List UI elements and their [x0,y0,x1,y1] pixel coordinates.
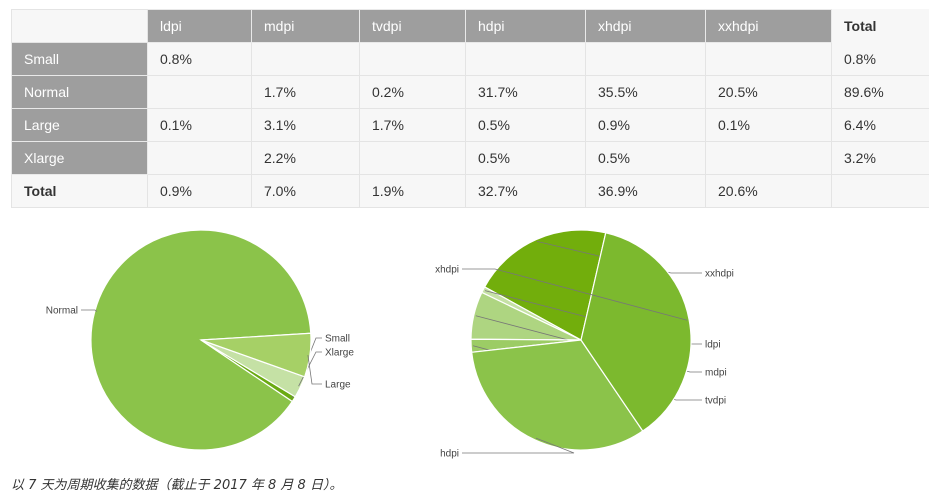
slice-label-xlarge: Xlarge [325,348,354,359]
slice-label-tvdpi: tvdpi [705,396,726,407]
table-cell: 35.5% [586,76,706,109]
slice-label-large: Large [325,380,351,391]
table-cell: 0.1% [148,109,252,142]
row-header: Normal [12,76,148,109]
table-cell [360,43,466,76]
table-cell: 36.9% [586,175,706,208]
table-cell: 0.5% [466,109,586,142]
table-cell: 1.9% [360,175,466,208]
row-header: Total [12,175,148,208]
density-pie-chart: xxhdpi ldpi mdpi tvdpi hdpi xhdpi [435,230,734,459]
table-cell: 0.1% [706,109,832,142]
table-cell: 7.0% [252,175,360,208]
row-header: Xlarge [12,142,148,175]
table-cell [586,43,706,76]
table-cell: 89.6% [832,76,929,109]
table-cell: 32.7% [466,175,586,208]
column-header-xhdpi: xhdpi [586,10,706,43]
slice-label-ldpi: ldpi [705,340,721,351]
table-cell: 3.1% [252,109,360,142]
table-cell [148,76,252,109]
column-header-ldpi: ldpi [148,10,252,43]
screen-size-pie-chart: Normal Small Xlarge Large [46,230,355,450]
table-corner-cell [12,10,148,43]
table-cell: 1.7% [360,109,466,142]
table-cell [466,43,586,76]
table-cell [706,43,832,76]
row-header: Small [12,43,148,76]
table-cell [706,142,832,175]
slice-label-normal: Normal [46,306,78,317]
slice-label-small: Small [325,334,350,345]
table-cell: 3.2% [832,142,929,175]
column-header-xxhdpi: xxhdpi [706,10,832,43]
table-cell: 20.6% [706,175,832,208]
slice-label-hdpi: hdpi [440,449,459,460]
leader-line [308,355,322,384]
table-row-normal: Normal 1.7%0.2%31.7%35.5%20.5%89.6% [12,76,929,109]
column-header-mdpi: mdpi [252,10,360,43]
table-cell: 31.7% [466,76,586,109]
table-cell: 0.8% [832,43,929,76]
table-cell [252,43,360,76]
table-cell [360,142,466,175]
table-cell: 0.5% [466,142,586,175]
table-cell: 0.5% [586,142,706,175]
table-cell: 0.8% [148,43,252,76]
table-cell: 20.5% [706,76,832,109]
column-header-hdpi: hdpi [466,10,586,43]
table-cell: 1.7% [252,76,360,109]
table-cell: 0.9% [148,175,252,208]
column-header-total: Total [832,10,929,43]
pie-charts: Normal Small Xlarge Large xxhdpi ldpi mdpi tvd… [0,215,929,465]
table-cell: 2.2% [252,142,360,175]
row-header: Large [12,109,148,142]
table-cell: 0.9% [586,109,706,142]
table-cell [832,175,929,208]
table-row-xlarge: Xlarge 2.2% 0.5%0.5% 3.2% [12,142,929,175]
table-cell: 6.4% [832,109,929,142]
slice-label-xxhdpi: xxhdpi [705,269,734,280]
column-header-tvdpi: tvdpi [360,10,466,43]
data-collection-note: 以 7 天为周期收集的数据（截止于 2017 年 8 月 8 日）。 [11,474,342,493]
table-cell: 0.2% [360,76,466,109]
slice-label-xhdpi: xhdpi [435,265,459,276]
slice-label-mdpi: mdpi [705,368,727,379]
table-cell [148,142,252,175]
